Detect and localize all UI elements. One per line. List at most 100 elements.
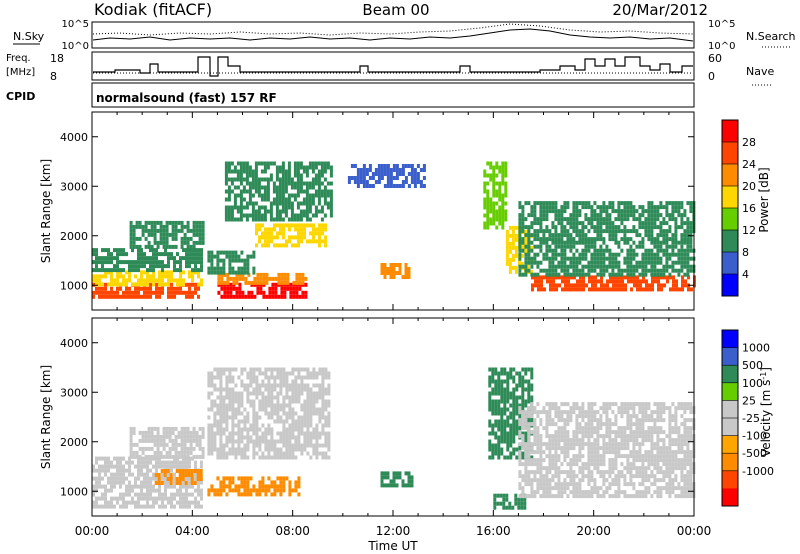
x-tick-4: 16:00 bbox=[476, 524, 511, 538]
nave-tick-top: 60 bbox=[708, 52, 722, 65]
freq-tick-bottom: 8 bbox=[50, 70, 57, 83]
velocity-y-tick-0: 1000 bbox=[60, 485, 88, 498]
power-colorbar-swatch-2 bbox=[722, 164, 738, 187]
power-colorbar: 28 24 20 16 12 8 4 bbox=[721, 119, 756, 297]
velocity-y-tick-2: 3000 bbox=[60, 386, 88, 399]
power-colorbar-tick-5: 8 bbox=[742, 246, 749, 259]
power-axes: 1000 2000 3000 4000 bbox=[60, 112, 695, 310]
velocity-colorbar-swatch-1 bbox=[722, 347, 738, 366]
power-region-10 bbox=[347, 164, 426, 188]
power-ylabel: Slant Range [km] bbox=[39, 159, 53, 263]
power-region-9 bbox=[380, 263, 411, 279]
power-region-2 bbox=[92, 248, 203, 273]
nsearch-trace bbox=[92, 23, 694, 36]
power-region-7 bbox=[255, 223, 327, 248]
velocity-region-5 bbox=[380, 471, 414, 488]
velocity-colorbar-swatch-5 bbox=[722, 418, 738, 437]
power-region-13 bbox=[531, 275, 696, 292]
nsky-label: N.Sky bbox=[13, 30, 45, 43]
freq-label: Freq. bbox=[6, 53, 31, 64]
power-panel: 1000 2000 3000 4000 Slant Range [km] bbox=[39, 111, 696, 311]
x-tick-1: 04:00 bbox=[175, 524, 210, 538]
power-y-tick-2: 3000 bbox=[60, 180, 88, 193]
power-colorbar-label: Power [dB] bbox=[757, 167, 771, 232]
velocity-axes: 1000 2000 3000 4000 bbox=[60, 318, 695, 516]
velocity-region-4 bbox=[207, 476, 301, 497]
velocity-region-0 bbox=[92, 456, 203, 509]
noise-tick-top: 10^5 bbox=[62, 19, 89, 30]
velocity-region-2 bbox=[154, 469, 203, 485]
noise-tick-right-top: 10^5 bbox=[708, 19, 735, 30]
velocity-ylabel: Slant Range [km] bbox=[39, 365, 53, 469]
x-tick-labels: 00:00 04:00 08:00 12:00 16:00 20:00 00:00 bbox=[75, 524, 712, 538]
power-region-6 bbox=[207, 250, 256, 275]
power-colorbar-swatch-5 bbox=[722, 230, 738, 253]
velocity-colorbar-swatch-4 bbox=[722, 400, 738, 419]
x-tick-5: 20:00 bbox=[576, 524, 611, 538]
velocity-colorbar-swatch-3 bbox=[722, 382, 738, 401]
velocity-colorbar-tick-3: 25 bbox=[742, 394, 756, 407]
power-region-15 bbox=[518, 201, 696, 242]
velocity-region-3 bbox=[207, 367, 331, 460]
velocity-region-7 bbox=[493, 493, 527, 510]
power-colorbar-tick-3: 16 bbox=[742, 202, 756, 215]
beam-label: Beam 00 bbox=[362, 1, 429, 19]
velocity-colorbar-label: Velocity [m s-1] bbox=[759, 367, 773, 457]
velocity-colorbar-tick-4: -25 bbox=[742, 412, 760, 425]
velocity-colorbar-swatch-8 bbox=[722, 470, 738, 489]
noise-tick-right-bottom: 10^0 bbox=[708, 41, 735, 52]
nsearch-label: N.Search bbox=[746, 30, 796, 43]
power-colorbar-tick-2: 20 bbox=[742, 180, 756, 193]
freq-tick-top: 18 bbox=[50, 52, 64, 65]
velocity-colorbar-tick-2: 100 bbox=[742, 377, 763, 390]
velocity-region-1 bbox=[129, 426, 205, 459]
velocity-panel: 1000 2000 3000 4000 Slant Range [km] bbox=[39, 317, 696, 517]
power-region-8 bbox=[224, 161, 333, 222]
power-marks bbox=[92, 161, 696, 299]
noise-panel: N.Sky 10^5 10^0 10^5 10^0 N.Search bbox=[13, 19, 796, 52]
power-colorbar-tick-1: 24 bbox=[742, 158, 756, 171]
nave-label: Nave bbox=[746, 65, 774, 78]
power-region-5 bbox=[217, 272, 308, 285]
noise-tick-bottom: 10^0 bbox=[62, 41, 89, 52]
cpid-text: normalsound (fast) 157 RF bbox=[96, 91, 277, 105]
power-colorbar-tick-6: 4 bbox=[742, 268, 749, 281]
power-colorbar-swatch-0 bbox=[722, 120, 738, 143]
velocity-y-tick-1: 2000 bbox=[60, 436, 88, 449]
power-y-tick-0: 1000 bbox=[60, 279, 88, 292]
power-colorbar-swatch-7 bbox=[722, 274, 738, 297]
velocity-colorbar-swatch-6 bbox=[722, 435, 738, 454]
x-tick-3: 12:00 bbox=[376, 524, 411, 538]
nave-tick-bottom: 0 bbox=[708, 70, 715, 83]
date-label: 20/Mar/2012 bbox=[612, 1, 708, 19]
x-tick-2: 08:00 bbox=[275, 524, 310, 538]
power-region-3 bbox=[129, 220, 205, 249]
velocity-colorbar-tick-5: -100 bbox=[742, 430, 767, 443]
velocity-colorbar-swatch-2 bbox=[722, 365, 738, 384]
power-colorbar-tick-0: 28 bbox=[742, 136, 756, 149]
cpid-label: CPID bbox=[6, 90, 35, 103]
freq-unit: [MHz] bbox=[6, 67, 35, 78]
x-axis-label: Time UT bbox=[367, 539, 418, 553]
power-region-14 bbox=[518, 240, 696, 277]
velocity-colorbar-tick-6: -500 bbox=[742, 447, 767, 460]
power-colorbar-swatch-4 bbox=[722, 208, 738, 231]
power-colorbar-swatch-1 bbox=[722, 142, 738, 165]
velocity-colorbar-tick-7: -1000 bbox=[742, 465, 774, 478]
nsky-trace bbox=[92, 28, 694, 42]
velocity-y-tick-3: 4000 bbox=[60, 337, 88, 350]
power-region-11 bbox=[483, 161, 508, 230]
x-tick-0: 00:00 bbox=[75, 524, 110, 538]
velocity-marks bbox=[92, 367, 696, 510]
velocity-colorbar-swatch-9 bbox=[722, 488, 738, 507]
freq-trace bbox=[93, 56, 693, 77]
x-tick-6: 00:00 bbox=[677, 524, 712, 538]
power-region-4 bbox=[217, 282, 308, 299]
power-colorbar-tick-4: 12 bbox=[742, 224, 756, 237]
velocity-colorbar-tick-0: 1000 bbox=[742, 342, 770, 355]
freq-panel: Freq. [MHz] 18 8 60 0 Nave bbox=[6, 51, 774, 86]
power-y-tick-3: 4000 bbox=[60, 131, 88, 144]
power-y-tick-1: 2000 bbox=[60, 230, 88, 243]
power-colorbar-swatch-3 bbox=[722, 186, 738, 209]
